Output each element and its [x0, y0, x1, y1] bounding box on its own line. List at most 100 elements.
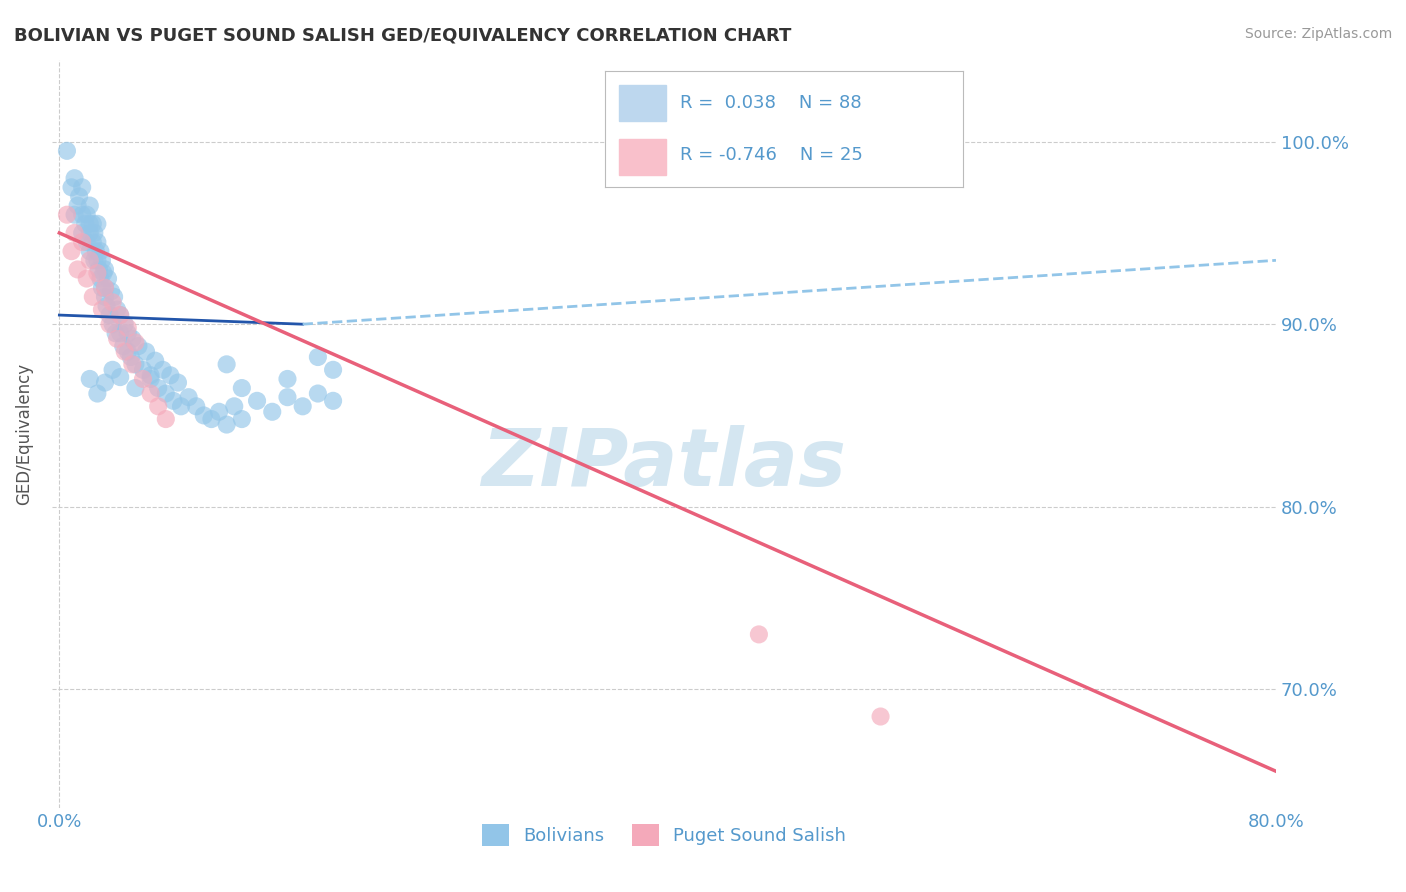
- Point: [112, 339, 135, 353]
- Point: [124, 357, 146, 371]
- Point: [139, 368, 162, 383]
- Point: [103, 290, 125, 304]
- Point: [90, 302, 112, 317]
- Point: [94, 281, 117, 295]
- Point: [101, 295, 124, 310]
- Point: [67, 189, 90, 203]
- Point: [114, 317, 136, 331]
- Point: [98, 308, 121, 322]
- Text: R = -0.746    N = 25: R = -0.746 N = 25: [681, 146, 863, 164]
- Point: [148, 399, 170, 413]
- Point: [86, 235, 108, 249]
- Point: [124, 335, 146, 350]
- Point: [193, 409, 215, 423]
- Point: [108, 326, 131, 341]
- Point: [75, 217, 97, 231]
- Point: [63, 226, 86, 240]
- Legend: Bolivians, Puget Sound Salish: Bolivians, Puget Sound Salish: [472, 814, 855, 855]
- Point: [105, 302, 128, 317]
- Point: [90, 281, 112, 295]
- Point: [97, 271, 120, 285]
- Point: [87, 262, 110, 277]
- Point: [82, 235, 104, 249]
- Point: [76, 208, 98, 222]
- Point: [208, 405, 231, 419]
- Point: [186, 399, 208, 413]
- Point: [101, 363, 124, 377]
- Point: [60, 244, 83, 259]
- Point: [162, 393, 184, 408]
- Point: [86, 386, 108, 401]
- Point: [246, 393, 269, 408]
- Point: [66, 262, 89, 277]
- Point: [63, 171, 86, 186]
- Point: [231, 412, 253, 426]
- Point: [291, 399, 314, 413]
- Point: [105, 332, 128, 346]
- Point: [262, 405, 284, 419]
- Y-axis label: GED/Equivalency: GED/Equivalency: [15, 363, 32, 505]
- Point: [869, 709, 891, 723]
- Point: [83, 226, 105, 240]
- Point: [83, 253, 105, 268]
- Point: [94, 290, 117, 304]
- Point: [60, 180, 83, 194]
- Point: [117, 326, 139, 341]
- Point: [124, 381, 146, 395]
- Point: [135, 344, 157, 359]
- Point: [79, 217, 101, 231]
- Point: [104, 326, 127, 341]
- Point: [94, 262, 117, 277]
- Point: [127, 339, 149, 353]
- Point: [79, 244, 101, 259]
- Bar: [619, 138, 665, 175]
- Point: [117, 344, 139, 359]
- Point: [132, 363, 155, 377]
- Point: [101, 317, 124, 331]
- Bar: [619, 86, 665, 121]
- Point: [98, 317, 121, 331]
- Point: [70, 180, 93, 194]
- Text: R =  0.038    N = 88: R = 0.038 N = 88: [681, 95, 862, 112]
- Point: [79, 253, 101, 268]
- Point: [89, 244, 111, 259]
- Point: [63, 208, 86, 222]
- Point: [148, 381, 170, 395]
- Point: [82, 290, 104, 304]
- Point: [170, 399, 193, 413]
- Point: [108, 308, 131, 322]
- Point: [100, 285, 122, 299]
- Point: [79, 198, 101, 212]
- Point: [76, 271, 98, 285]
- Point: [139, 386, 162, 401]
- Point: [167, 376, 190, 390]
- Point: [56, 144, 79, 158]
- Point: [114, 344, 136, 359]
- Point: [276, 372, 298, 386]
- Point: [70, 208, 93, 222]
- Point: [748, 627, 770, 641]
- Point: [84, 244, 107, 259]
- Text: BOLIVIAN VS PUGET SOUND SALISH GED/EQUIVALENCY CORRELATION CHART: BOLIVIAN VS PUGET SOUND SALISH GED/EQUIV…: [14, 27, 792, 45]
- Point: [90, 253, 112, 268]
- Point: [121, 357, 143, 371]
- Point: [70, 226, 93, 240]
- Point: [86, 217, 108, 231]
- Point: [307, 350, 329, 364]
- Point: [121, 332, 143, 346]
- Point: [94, 376, 117, 390]
- Point: [322, 363, 344, 377]
- Text: Source: ZipAtlas.com: Source: ZipAtlas.com: [1244, 27, 1392, 41]
- Point: [79, 226, 101, 240]
- Point: [76, 235, 98, 249]
- Point: [152, 363, 174, 377]
- Point: [231, 381, 253, 395]
- Point: [108, 308, 131, 322]
- Point: [307, 386, 329, 401]
- Point: [155, 412, 177, 426]
- Text: ZIPatlas: ZIPatlas: [481, 425, 846, 502]
- Point: [94, 281, 117, 295]
- Point: [224, 399, 246, 413]
- Point: [159, 368, 181, 383]
- Point: [322, 393, 344, 408]
